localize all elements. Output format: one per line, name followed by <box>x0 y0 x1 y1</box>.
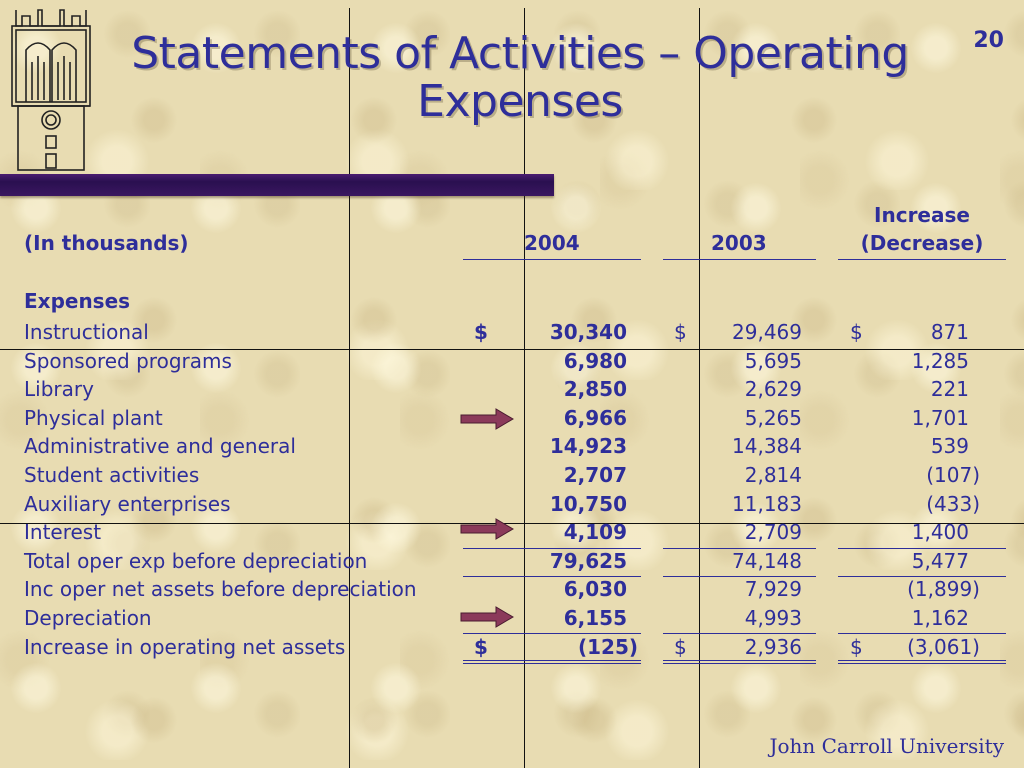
value-2003: 2,814 <box>744 463 802 487</box>
guide-line-vertical <box>524 8 525 768</box>
value-2004: 10,750 <box>549 492 627 516</box>
value-2003: 2,709 <box>744 520 802 544</box>
value-2004: 14,923 <box>549 434 627 458</box>
value-2004: 2,850 <box>563 377 627 401</box>
guide-line-horizontal <box>0 523 1024 524</box>
depreciation-underline <box>663 633 816 634</box>
value-change: 1,285 <box>911 349 969 373</box>
dollar-sign: $ <box>474 635 488 659</box>
row-label: Student activities <box>24 463 200 487</box>
guide-line-vertical <box>349 8 350 768</box>
value-2003: 14,384 <box>732 434 802 458</box>
value-change: 5,477 <box>911 549 969 573</box>
value-2003: 2,936 <box>744 635 802 659</box>
row-label: Inc oper net assets before depreciation <box>24 577 417 601</box>
value-2004: 2,707 <box>563 463 627 487</box>
value-2004: 4,109 <box>563 520 627 544</box>
row-label: Depreciation <box>24 606 152 630</box>
value-2003: 74,148 <box>732 549 802 573</box>
value-2003: 11,183 <box>732 492 802 516</box>
depreciation-underline <box>838 633 1006 634</box>
value-2004: 6,155 <box>563 606 627 630</box>
slide-title-line1: Statements of Activities – Operating <box>131 28 909 79</box>
value-change: 1,162 <box>911 606 969 630</box>
column-header-change-line2: (Decrease) <box>860 231 984 255</box>
row-label: Increase in operating net assets <box>24 635 346 659</box>
value-2004: (125) <box>577 635 638 659</box>
highlight-arrow-icon <box>460 408 514 430</box>
value-change: (3,061) <box>907 635 980 659</box>
value-2003: 29,469 <box>732 320 802 344</box>
value-2003: 5,695 <box>744 349 802 373</box>
row-label: Physical plant <box>24 406 163 430</box>
section-label: Expenses <box>24 289 131 313</box>
value-2004: 6,966 <box>563 406 627 430</box>
value-2003: 7,929 <box>744 577 802 601</box>
column-header-2004: 2004 <box>524 231 580 255</box>
value-change: 221 <box>930 377 969 401</box>
dollar-sign: $ <box>674 320 687 344</box>
row-label: Auxiliary enterprises <box>24 492 231 516</box>
header-underline <box>838 259 1006 260</box>
highlight-arrow-icon <box>460 606 514 628</box>
depreciation-underline <box>463 633 641 634</box>
slide-title-line2: Expenses <box>417 76 623 127</box>
value-2004: 79,625 <box>549 549 627 573</box>
value-2004: 6,030 <box>563 577 627 601</box>
row-label: Total oper exp before depreciation <box>24 549 368 573</box>
final-double-underline <box>838 660 1006 664</box>
row-label: Library <box>24 377 94 401</box>
dollar-sign: $ <box>674 635 687 659</box>
value-change: 871 <box>930 320 969 344</box>
row-label: Administrative and general <box>24 434 296 458</box>
value-change: 539 <box>930 434 969 458</box>
value-change: (1,899) <box>907 577 980 601</box>
row-label: Interest <box>24 520 102 544</box>
value-change: 1,701 <box>911 406 969 430</box>
header-underline <box>463 259 641 260</box>
dollar-sign: $ <box>474 320 488 344</box>
title-accent-bar <box>0 174 554 196</box>
unit-label: (In thousands) <box>24 231 189 255</box>
total-underline <box>463 576 641 577</box>
subtotal-underline <box>663 548 816 549</box>
value-2003: 2,629 <box>744 377 802 401</box>
value-change: 1,400 <box>911 520 969 544</box>
value-2003: 5,265 <box>744 406 802 430</box>
dollar-sign: $ <box>850 635 863 659</box>
slide-number: 20 <box>973 28 1004 53</box>
slide-title: Statements of Activities – Operating Exp… <box>100 30 940 126</box>
value-change: (433) <box>926 492 980 516</box>
column-header-change-line1: Increase <box>874 203 970 227</box>
subtotal-underline <box>463 548 641 549</box>
subtotal-underline <box>838 548 1006 549</box>
total-underline <box>663 576 816 577</box>
value-2003: 4,993 <box>744 606 802 630</box>
header-underline <box>663 259 816 260</box>
row-label: Sponsored programs <box>24 349 232 373</box>
value-2004: 30,340 <box>549 320 627 344</box>
total-underline <box>838 576 1006 577</box>
value-2004: 6,980 <box>563 349 627 373</box>
final-double-underline <box>663 660 816 664</box>
guide-line-vertical <box>699 8 700 768</box>
guide-line-horizontal <box>0 349 1024 350</box>
value-change: (107) <box>926 463 980 487</box>
column-header-2003: 2003 <box>711 231 767 255</box>
highlight-arrow-icon <box>460 518 514 540</box>
row-label: Instructional <box>24 320 149 344</box>
final-double-underline <box>463 660 641 664</box>
university-tower-logo <box>11 9 91 171</box>
footer-university-name: John Carroll University <box>769 734 1004 758</box>
dollar-sign: $ <box>850 320 863 344</box>
